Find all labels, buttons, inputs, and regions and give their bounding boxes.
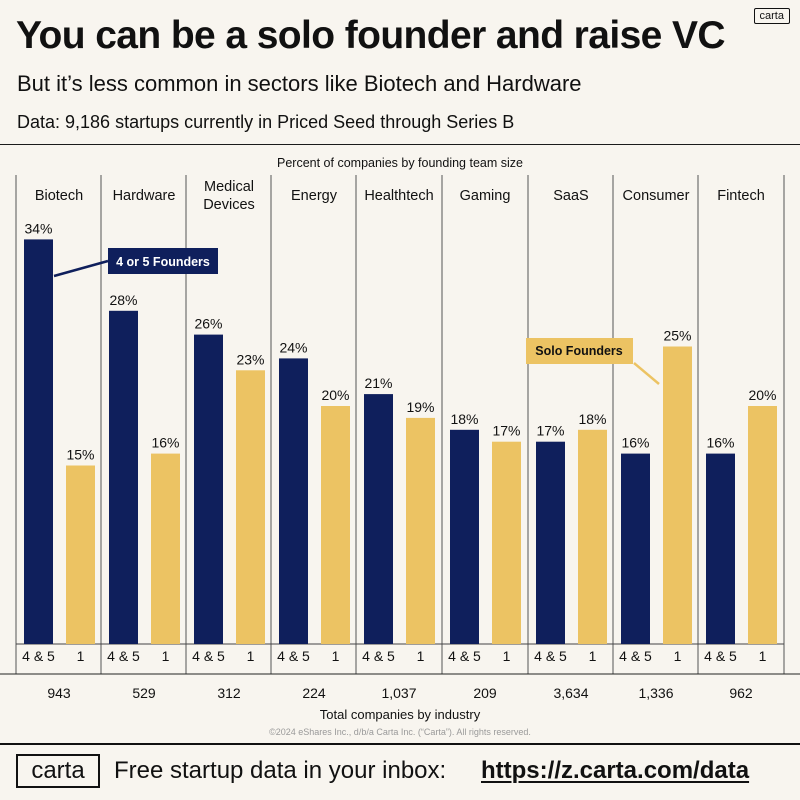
chart-title: Percent of companies by founding team si… <box>277 156 523 170</box>
footer-divider <box>0 743 800 745</box>
category-label-consumer: Consumer <box>623 188 690 204</box>
bar-gaming-solo-founders <box>492 441 521 644</box>
series-tick-label: 4 & 5 <box>362 648 395 664</box>
bar-gaming-four-five-founders <box>450 429 479 644</box>
series-tick-label: 4 & 5 <box>704 648 737 664</box>
bar-value-label: 18% <box>450 411 478 427</box>
industry-total: 224 <box>302 685 326 701</box>
industry-total: 209 <box>473 685 497 701</box>
x-axis-label: Total companies by industry <box>320 707 481 722</box>
bar-value-label: 18% <box>578 411 606 427</box>
series-tick-label: 1 <box>589 648 597 664</box>
category-label-saas: SaaS <box>553 188 588 204</box>
bar-saas-solo-founders <box>578 429 607 644</box>
series-tick-label: 1 <box>503 648 511 664</box>
series-tick-label: 1 <box>77 648 85 664</box>
annotation-solo-founders-label: Solo Founders <box>535 344 623 358</box>
category-label-fintech: Fintech <box>717 188 765 204</box>
carta-logo-badge: carta <box>753 8 790 24</box>
bar-value-label: 20% <box>748 387 776 403</box>
bar-biotech-solo-founders <box>66 465 95 644</box>
series-tick-label: 1 <box>417 648 425 664</box>
series-tick-label: 4 & 5 <box>192 648 225 664</box>
series-tick-label: 4 & 5 <box>448 648 481 664</box>
bar-value-label: 16% <box>151 435 179 451</box>
annotation-four-five-founders-box <box>108 248 218 274</box>
bar-fintech-solo-founders <box>748 406 777 644</box>
annotation-solo-founders-pointer <box>633 362 660 385</box>
bar-value-label: 34% <box>24 220 52 236</box>
bar-value-label: 25% <box>663 328 691 344</box>
bar-value-label: 17% <box>536 423 564 439</box>
series-tick-label: 1 <box>674 648 682 664</box>
series-tick-label: 1 <box>247 648 255 664</box>
bar-medical-devices-solo-founders <box>236 370 265 644</box>
category-label-hardware: Hardware <box>113 188 176 204</box>
bar-energy-solo-founders <box>321 406 350 644</box>
series-tick-label: 4 & 5 <box>277 648 310 664</box>
header-divider <box>0 144 800 145</box>
series-tick-label: 4 & 5 <box>107 648 140 664</box>
page-title: You can be a solo founder and raise VC <box>16 14 726 57</box>
bar-healthtech-solo-founders <box>406 417 435 644</box>
bar-fintech-four-five-founders <box>706 453 735 644</box>
industry-total: 943 <box>47 685 71 701</box>
page-subtitle: But it’s less common in sectors like Bio… <box>17 71 582 96</box>
bar-value-label: 26% <box>194 316 222 332</box>
bar-value-label: 16% <box>706 435 734 451</box>
industry-total: 1,336 <box>638 685 673 701</box>
category-label-healthtech: Healthtech <box>364 188 433 204</box>
annotation-solo-founders-box <box>526 338 633 364</box>
bar-value-label: 21% <box>364 375 392 391</box>
industry-total: 529 <box>132 685 156 701</box>
series-tick-label: 1 <box>162 648 170 664</box>
series-tick-label: 4 & 5 <box>619 648 652 664</box>
carta-footer-logo: carta <box>16 754 100 788</box>
industry-total: 312 <box>217 685 241 701</box>
annotation-four-five-founders-pointer <box>53 259 109 278</box>
category-label-biotech: Biotech <box>35 188 83 204</box>
bar-value-label: 17% <box>492 423 520 439</box>
bar-value-label: 15% <box>66 447 94 463</box>
series-tick-label: 4 & 5 <box>22 648 55 664</box>
bar-consumer-solo-founders <box>663 346 692 644</box>
annotation-four-five-founders-label: 4 or 5 Founders <box>116 255 210 269</box>
bar-energy-four-five-founders <box>279 358 308 644</box>
bar-biotech-four-five-founders <box>24 239 53 644</box>
bar-value-label: 28% <box>109 292 137 308</box>
series-tick-label: 1 <box>332 648 340 664</box>
bar-healthtech-four-five-founders <box>364 394 393 644</box>
bar-medical-devices-four-five-founders <box>194 334 223 644</box>
bar-value-label: 23% <box>236 351 264 367</box>
category-label-energy: Energy <box>291 188 338 204</box>
category-label-medical-devices: Medical Devices <box>203 179 255 213</box>
newsletter-cta-text: Free startup data in your inbox: <box>114 757 447 784</box>
bar-saas-four-five-founders <box>536 441 565 644</box>
copyright-notice: ©2024 eShares Inc., d/b/a Carta Inc. (“C… <box>269 727 531 737</box>
industry-total: 1,037 <box>381 685 416 701</box>
bar-value-label: 19% <box>406 399 434 415</box>
bar-consumer-four-five-founders <box>621 453 650 644</box>
newsletter-link[interactable]: https://z.carta.com/data <box>481 757 750 784</box>
bar-value-label: 24% <box>279 339 307 355</box>
bar-value-label: 16% <box>621 435 649 451</box>
industry-total: 962 <box>729 685 753 701</box>
founding-team-size-chart: Percent of companies by founding team si… <box>0 156 800 737</box>
series-tick-label: 1 <box>759 648 767 664</box>
bar-value-label: 20% <box>321 387 349 403</box>
series-tick-label: 4 & 5 <box>534 648 567 664</box>
category-label-gaming: Gaming <box>460 188 511 204</box>
industry-total: 3,634 <box>553 685 588 701</box>
bar-hardware-solo-founders <box>151 453 180 644</box>
data-source-note: Data: 9,186 startups currently in Priced… <box>17 112 515 132</box>
bar-hardware-four-five-founders <box>109 310 138 644</box>
